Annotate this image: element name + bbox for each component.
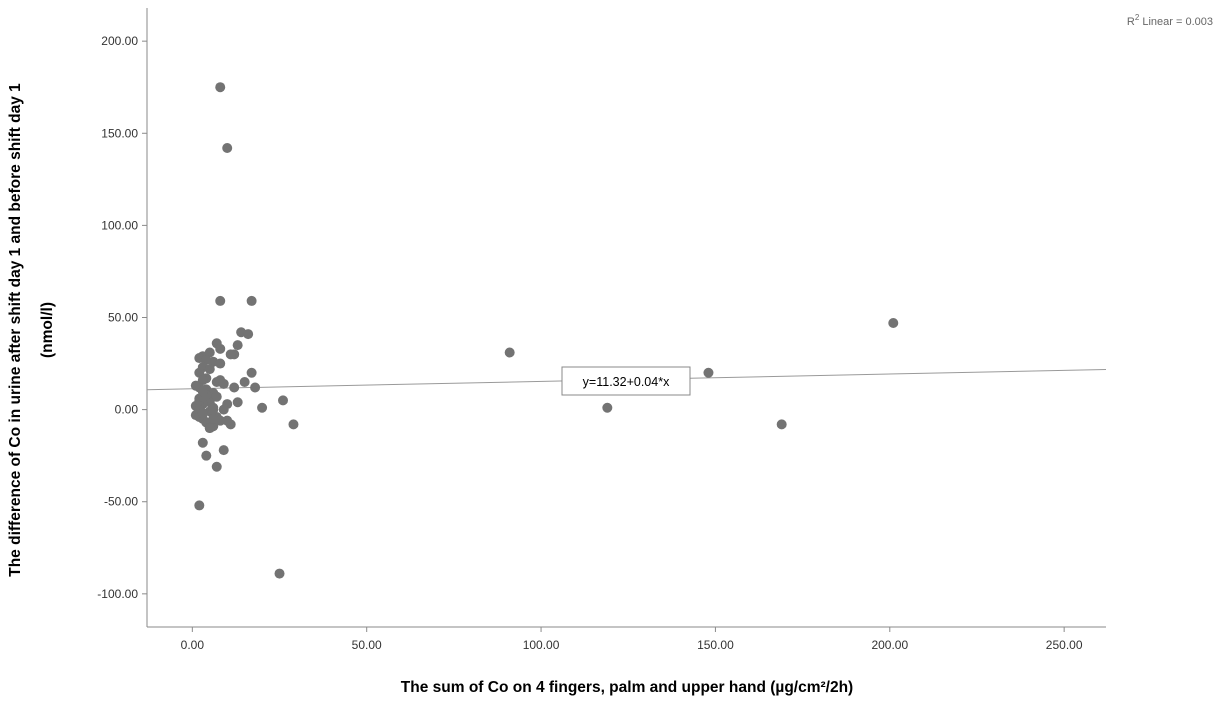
data-point	[197, 408, 208, 419]
data-point	[201, 450, 212, 461]
data-point	[197, 437, 208, 448]
y-tick-label: 50.00	[108, 311, 138, 325]
data-point	[215, 358, 226, 369]
data-point	[204, 364, 215, 375]
data-point	[288, 419, 299, 430]
y-axis-title-line2: (nmol/l)	[39, 302, 56, 358]
y-tick-label: 150.00	[101, 126, 138, 140]
data-point	[246, 367, 257, 378]
data-point	[211, 391, 222, 402]
data-point	[208, 404, 219, 415]
r2-label: R2 Linear = 0.003	[1127, 13, 1213, 28]
data-point	[218, 378, 229, 389]
data-point	[243, 329, 254, 340]
data-point	[232, 340, 243, 351]
data-point	[222, 415, 233, 426]
y-tick-label: -100.00	[97, 587, 138, 601]
data-point	[250, 382, 261, 393]
data-point	[246, 295, 257, 306]
data-point	[703, 367, 714, 378]
data-point	[239, 376, 250, 387]
data-point	[197, 386, 208, 397]
data-point	[204, 423, 215, 434]
equation-box: y=11.32+0.04*x	[561, 366, 691, 396]
y-axis-title: The difference of Co in urine after shif…	[7, 83, 56, 577]
y-axis-title-line1: The difference of Co in urine after shif…	[7, 83, 24, 577]
data-point	[215, 82, 226, 93]
data-point	[218, 445, 229, 456]
data-point	[194, 500, 205, 511]
y-tick-label: 0.00	[115, 403, 139, 417]
data-point	[208, 413, 219, 424]
data-point	[504, 347, 515, 358]
data-point	[776, 419, 787, 430]
x-tick-label: 0.00	[181, 638, 205, 652]
data-points	[190, 82, 899, 579]
data-point	[232, 397, 243, 408]
x-tick-label: 250.00	[1046, 638, 1083, 652]
data-point	[888, 318, 899, 329]
data-point	[229, 382, 240, 393]
x-tick-label: 50.00	[352, 638, 382, 652]
y-tick-label: 100.00	[101, 218, 138, 232]
data-point	[218, 404, 229, 415]
data-point	[190, 380, 201, 391]
equation-label: y=11.32+0.04*x	[583, 375, 670, 389]
x-tick-label: 200.00	[871, 638, 908, 652]
data-point	[278, 395, 289, 406]
x-tick-label: 100.00	[523, 638, 560, 652]
y-tick-label: 200.00	[101, 34, 138, 48]
data-point	[274, 568, 285, 579]
y-tick-label: -50.00	[104, 495, 138, 509]
x-tick-label: 150.00	[697, 638, 734, 652]
data-point	[215, 295, 226, 306]
x-axis-title: The sum of Co on 4 fingers, palm and upp…	[401, 679, 853, 696]
data-point	[225, 349, 236, 360]
data-point	[215, 343, 226, 354]
data-point	[211, 461, 222, 472]
axes: 0.00 50.00 100.00 150.00 200.00 250.00 -100.00…	[97, 8, 1106, 652]
data-point	[222, 143, 233, 154]
data-point	[257, 402, 268, 413]
data-point	[602, 402, 613, 413]
